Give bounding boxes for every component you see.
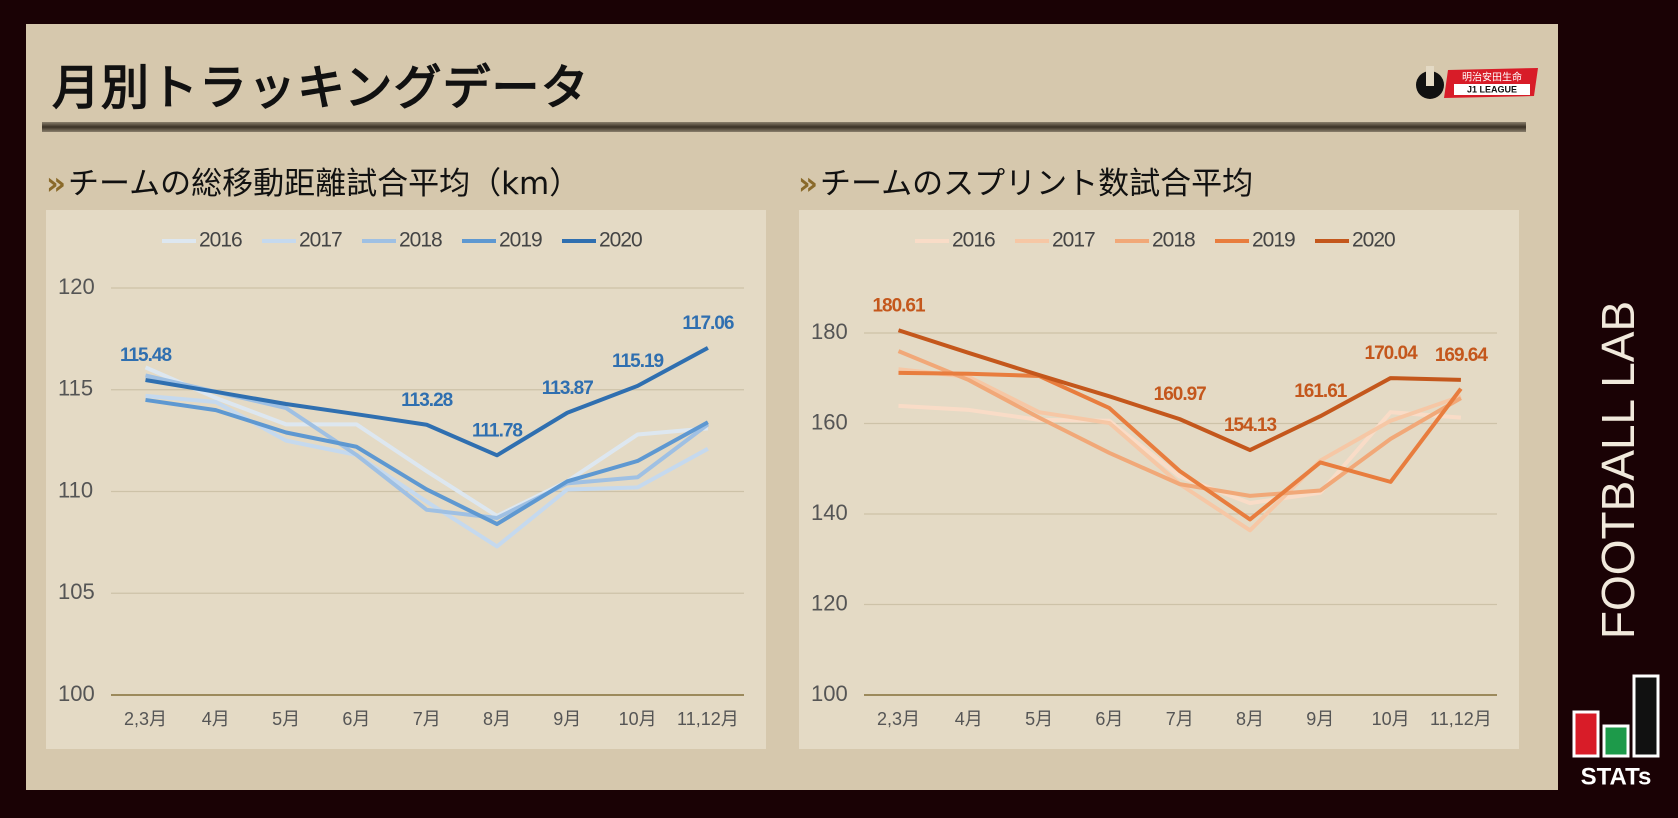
x-tick-label: 9月 xyxy=(1306,709,1334,729)
data-label: 113.28 xyxy=(401,390,452,411)
y-tick-label: 100 xyxy=(58,681,95,706)
x-tick-label: 6月 xyxy=(1095,709,1123,729)
header-rule xyxy=(42,122,1526,132)
x-tick-label: 4月 xyxy=(955,709,983,729)
x-tick-label: 5月 xyxy=(272,709,300,729)
legend-label: 2018 xyxy=(1152,229,1195,252)
data-label: 115.48 xyxy=(120,345,171,366)
section-title: » チームのスプリント数試合平均 xyxy=(798,166,1254,202)
data-label: 161.61 xyxy=(1294,381,1348,402)
series-line xyxy=(897,328,1461,453)
x-tick-label: 2,3月 xyxy=(877,709,920,729)
stats-text: STATs xyxy=(1581,763,1652,790)
data-label: 117.06 xyxy=(682,313,733,334)
legend-label: 2017 xyxy=(1052,229,1095,252)
logo-bottom: J1 LEAGUE xyxy=(1467,84,1517,94)
data-label: 154.13 xyxy=(1224,415,1277,436)
x-tick-label: 6月 xyxy=(342,709,370,729)
y-tick-label: 140 xyxy=(811,500,848,525)
section-title: » チームの総移動距離試合平均（km） xyxy=(46,166,581,202)
x-tick-label: 9月 xyxy=(553,709,581,729)
logo-strip xyxy=(1454,84,1530,95)
x-tick-label: 8月 xyxy=(1236,709,1264,729)
data-label: 111.78 xyxy=(472,420,522,441)
legend-label: 2019 xyxy=(1252,229,1295,252)
data-label: 180.61 xyxy=(872,295,926,316)
chart: 100 120 140 160 180 2,3月 4月 5月 6月 7月 8月 9月 10月 11,12月… xyxy=(811,229,1497,729)
logo-top: 明治安田生命 xyxy=(1462,71,1522,84)
series-line xyxy=(897,349,1462,498)
series-line xyxy=(145,393,709,549)
page-title: 月別トラッキングデータ xyxy=(52,60,590,116)
data-label: 160.97 xyxy=(1154,384,1207,405)
data-label: 169.64 xyxy=(1435,345,1489,366)
y-tick-label: 110 xyxy=(58,477,93,502)
y-tick-label: 105 xyxy=(58,579,95,604)
x-tick-label: 7月 xyxy=(413,709,441,729)
chart-title: チームのスプリント数試合平均 xyxy=(820,166,1254,202)
series-line xyxy=(145,397,709,527)
legend-label: 2018 xyxy=(399,229,442,252)
series-line xyxy=(144,365,709,518)
league-logo: 明治安田生命 J1 LEAGUE xyxy=(1416,66,1538,99)
brand-name: FOOTBALL LAB xyxy=(1592,301,1644,639)
legend-label: 2020 xyxy=(1352,229,1395,252)
legend-label: 2020 xyxy=(599,229,642,252)
x-tick-label: 5月 xyxy=(1025,709,1053,729)
x-tick-label: 4月 xyxy=(202,709,230,729)
series-line xyxy=(145,346,709,458)
series-line xyxy=(898,370,1463,522)
y-tick-label: 120 xyxy=(811,590,848,615)
data-label: 170.04 xyxy=(1365,343,1419,364)
legend-label: 2016 xyxy=(199,229,242,252)
logo-bar xyxy=(1602,724,1630,758)
y-tick-label: 115 xyxy=(58,376,93,401)
chart-title: チームの総移動距離試合平均（km） xyxy=(68,166,581,202)
stats-logo: STATs xyxy=(1572,674,1660,790)
x-tick-label: 8月 xyxy=(483,709,511,729)
chart-box: 100 120 140 160 180 2,3月 4月 5月 6月 7月 8月 9月 10月 11,12月… xyxy=(799,210,1519,749)
legend-label: 2019 xyxy=(499,229,542,252)
logo-bar xyxy=(1632,674,1660,758)
series-line xyxy=(898,403,1462,506)
y-tick-label: 100 xyxy=(811,681,848,706)
panel: 月別トラッキングデータ 明治安田生命 J1 LEAGUE » チームの総移動距離試… xyxy=(26,24,1558,790)
data-label: 115.19 xyxy=(612,351,663,372)
x-tick-label: 11,12月 xyxy=(1430,709,1492,729)
y-tick-label: 120 xyxy=(58,274,95,299)
logo-j xyxy=(1426,66,1434,86)
y-tick-label: 180 xyxy=(811,319,848,344)
y-tick-label: 160 xyxy=(811,409,848,434)
x-tick-label: 2,3月 xyxy=(124,709,167,729)
logo-bar xyxy=(1572,710,1600,758)
chart: 100 105 110 115 120 2,3月 4月 5月 6月 7月 8月 9月 10月 11,12月… xyxy=(58,229,744,729)
legend-label: 2016 xyxy=(952,229,995,252)
brand-text: FOOTBALL LAB xyxy=(1592,301,1644,639)
x-tick-label: 11,12月 xyxy=(677,709,739,729)
x-tick-label: 7月 xyxy=(1166,709,1194,729)
data-label: 113.87 xyxy=(542,378,593,399)
legend-label: 2017 xyxy=(299,229,342,252)
x-tick-label: 10月 xyxy=(619,709,657,729)
x-tick-label: 10月 xyxy=(1372,709,1410,729)
chart-box: 100 105 110 115 120 2,3月 4月 5月 6月 7月 8月 9月 10月 11,12月… xyxy=(46,210,766,749)
